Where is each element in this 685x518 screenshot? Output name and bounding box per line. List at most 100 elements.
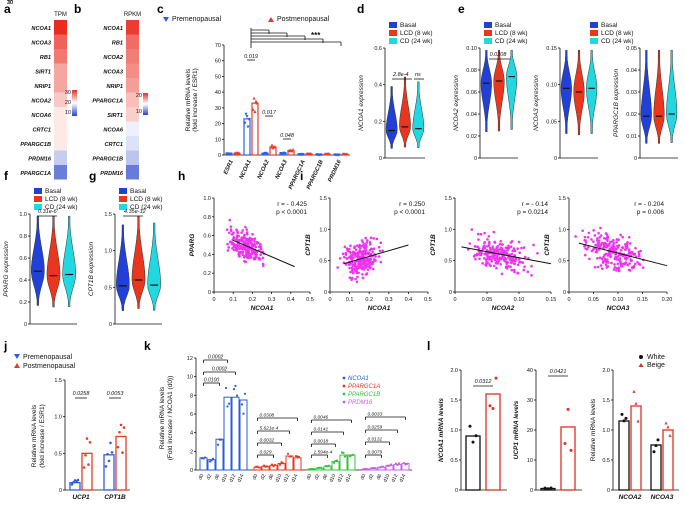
panel-label-k: k: [144, 339, 151, 353]
trend-line: [461, 246, 552, 265]
data-point: [327, 152, 331, 156]
scatter-point: [371, 267, 375, 271]
scatter-point: [238, 252, 241, 256]
bar-Beige: [560, 426, 576, 491]
y-tick-label: 0.05: [626, 46, 637, 52]
x-axis-label: NCOA3: [607, 305, 630, 312]
scatter-point: [480, 252, 483, 255]
scatter-point: [361, 273, 364, 276]
legend-swatch-Basal: [484, 22, 492, 28]
scatter-point: [352, 256, 355, 259]
y-tick-label: 0.5: [54, 451, 62, 457]
scatter-point: [233, 244, 237, 248]
heatmap-row-label-PRDM16: PRDM16: [28, 157, 52, 163]
chart-l2: 0 10 20 30 40 UCP1 mRNA levels 0.0421: [513, 368, 582, 494]
y-tick-label: 1.5: [602, 398, 610, 404]
scatter-point: [521, 261, 525, 264]
legend-label-LCD (8 wk): LCD (8 wk): [400, 30, 433, 37]
legend-label-LCD (8 wk): LCD (8 wk): [601, 30, 634, 37]
y-tick-label: 0: [208, 290, 211, 296]
sig-stars: ***: [311, 31, 321, 40]
x-tick-label: 0.1: [229, 297, 237, 303]
heatmap-title: TPM: [54, 12, 67, 18]
scatter-point: [488, 242, 491, 245]
colorbar-tick: 30: [65, 90, 71, 96]
scatter-point: [495, 248, 498, 252]
scatter-point: [574, 235, 577, 238]
scatter-point: [343, 245, 347, 249]
y-tick-label: 0.4: [203, 252, 211, 258]
scatter-point: [359, 263, 363, 267]
scatter-point: [245, 228, 249, 231]
scatter-point: [366, 239, 369, 242]
scatter-point: [607, 244, 611, 247]
scatter-point: [358, 245, 361, 249]
scatter-point: [367, 265, 371, 269]
y-tick-label: 40: [215, 90, 221, 96]
scatter-point: [614, 252, 618, 256]
y-tick-label: 1.0: [319, 227, 327, 233]
y-axis-label: PPARG: [189, 234, 196, 257]
x-tick-label-d0: d0: [306, 473, 314, 481]
data-point: [342, 451, 345, 455]
data-point: [244, 112, 248, 116]
scatter-point: [488, 246, 492, 250]
x-tick-label: 0.5: [306, 297, 314, 303]
scatter-point: [336, 266, 339, 269]
scatter-point: [235, 228, 238, 231]
panel-label-d: d: [357, 2, 364, 16]
scatter-point: [519, 260, 522, 264]
heatmap-cell-NCOA6: [54, 107, 67, 122]
data-point: [343, 455, 347, 458]
scatter-point: [599, 234, 603, 237]
legend-marker-NCOA1: [342, 376, 346, 380]
y-axis-label: (fold increase / ESR1): [192, 68, 199, 132]
heatmap-cell-NCOA3: [126, 63, 139, 78]
violin-CD (24 wk): [147, 222, 161, 311]
legend-swatch-LCD (8 wk): [389, 30, 397, 36]
heatmap-a: TPM NCOA1 NCOA3 RB1 SIRT1 NRIP1 NCOA2 NCOA6 CRTC…: [7, 0, 67, 180]
scatter-point: [489, 248, 492, 252]
pvalue: 0.0033: [368, 412, 383, 418]
data-point: [227, 402, 231, 405]
scatter-point: [595, 237, 599, 240]
scatter-point: [604, 252, 608, 256]
scatter-point: [632, 266, 636, 269]
heatmap-row-label-NRIP1: NRIP1: [35, 84, 51, 90]
data-point: [281, 462, 285, 465]
scatter-point: [624, 248, 627, 251]
scatter-point: [628, 251, 632, 255]
scatter-point: [355, 244, 359, 247]
scatter-point: [512, 258, 515, 262]
scatter-point: [231, 247, 234, 250]
heatmap-row-label-NCOA6: NCOA6: [103, 128, 123, 134]
y-tick-label: 0.04: [626, 68, 637, 74]
scatter-point: [621, 246, 624, 249]
pvalue: 2.8e-4: [392, 72, 409, 78]
x-tick-label: 0.2: [365, 297, 373, 303]
chart-k: 0 2 4 6 8 10 12 Relative mRNA levels (Fold incre…: [159, 355, 412, 483]
scatter-point: [592, 240, 595, 243]
x-tick-label-CPT1B: CPT1B: [104, 494, 126, 501]
heatmap-cell-NRIP1: [126, 78, 139, 93]
scatter-point: [602, 255, 605, 259]
y-tick-label: 1.5: [319, 196, 327, 202]
y-tick-label: 12: [187, 356, 193, 362]
scatter-point: [369, 262, 373, 266]
scatter-point: [637, 262, 641, 266]
heatmap-cell-PPARGC1A: [54, 165, 67, 180]
scatter-point: [624, 261, 627, 265]
stat-p: p = 0.0214: [517, 209, 548, 216]
scatter-point: [259, 247, 263, 251]
scatter-point: [476, 232, 480, 236]
y-tick-label: 0.06: [466, 90, 477, 96]
legend-label-LCD (8 wk): LCD (8 wk): [45, 196, 78, 203]
data-point: [270, 463, 274, 466]
scatter-point: [478, 257, 481, 261]
data-point: [286, 452, 290, 455]
legend-swatch-CD (24 wk): [34, 204, 42, 210]
bar-NCOA1-d0: [199, 457, 208, 471]
chart-e3: 0 0.01 0.02 0.03 0.04 0.05 PPARGC1B expression: [613, 46, 678, 162]
heatmap-row-label-NCOA6: NCOA6: [31, 113, 51, 119]
